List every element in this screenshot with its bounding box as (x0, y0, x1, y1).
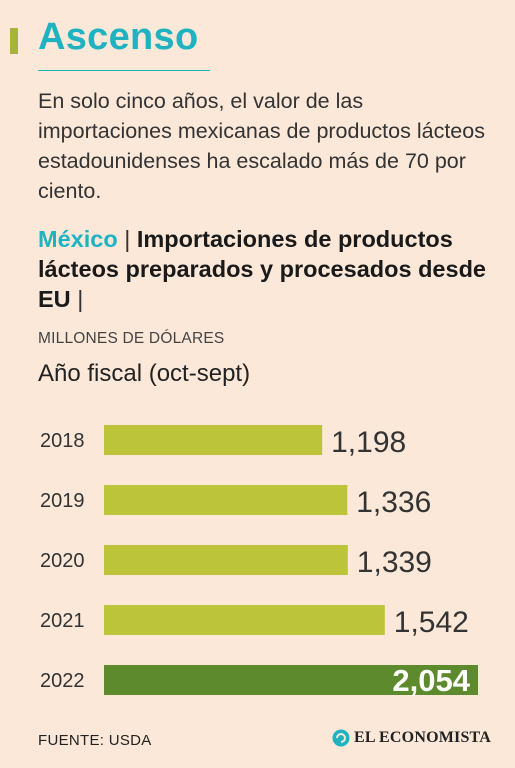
category-label-2022: 2022 (40, 670, 85, 692)
chart-heading-country: México (38, 226, 118, 252)
title-accent-bar (10, 28, 18, 54)
source-note: FUENTE: USDA (38, 732, 152, 749)
el-economista-logo-icon (332, 729, 350, 747)
page-subtitle: En solo cinco años, el valor de las impo… (38, 89, 485, 203)
category-label-2019: 2019 (40, 490, 85, 512)
bar-chart: 2018 1,198 2019 1,336 2020 1,339 2021 1,542 2022… (40, 425, 478, 698)
page-title: Ascenso (38, 16, 199, 58)
category-label-2021: 2021 (40, 610, 85, 632)
chart-period: Año fiscal (oct-sept) (38, 360, 251, 387)
bar-2022 (104, 665, 478, 695)
logo-text: EL ECONOMISTA (354, 729, 491, 746)
chart-heading-separator: | (124, 226, 131, 252)
bar-2018 (104, 425, 323, 455)
chart-heading-title: Importaciones de productos lácteos prepa… (38, 226, 486, 312)
chart-heading-trailing-separator: | (77, 286, 84, 312)
title-underline (38, 70, 210, 71)
value-label-2020: 1,339 (357, 546, 432, 579)
value-label-2019: 1,336 (356, 486, 431, 519)
bar-2019 (104, 485, 348, 515)
publisher-logo: EL ECONOMISTA (332, 729, 491, 747)
chart-units: MILLONES DE DÓLARES (38, 330, 225, 347)
category-label-2020: 2020 (40, 550, 85, 572)
chart-heading: México | Importaciones de productos láct… (38, 224, 498, 314)
category-label-2018: 2018 (40, 430, 85, 452)
bar-2021 (104, 605, 385, 635)
value-label-2021: 1,542 (394, 606, 469, 639)
bar-2020 (104, 545, 348, 575)
value-label-2022: 2,054 (392, 663, 470, 698)
value-label-2018: 1,198 (331, 426, 406, 459)
